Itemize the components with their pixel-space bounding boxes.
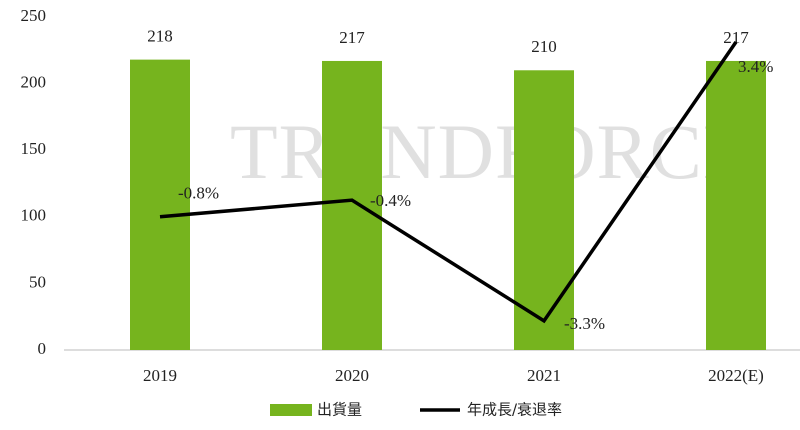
watermark: TRENDFORCE bbox=[230, 108, 751, 195]
legend-label: 出貨量 bbox=[317, 401, 362, 419]
line-value-label: -0.4% bbox=[370, 191, 411, 210]
line-value-label: -3.3% bbox=[564, 314, 605, 333]
bar bbox=[706, 60, 766, 351]
bar-value-label: 210 bbox=[531, 37, 557, 56]
bar-value-label: 217 bbox=[723, 28, 749, 47]
line-value-label: 3.4% bbox=[738, 57, 773, 76]
legend-swatch bbox=[270, 404, 312, 416]
x-tick-label: 2019 bbox=[143, 366, 177, 385]
bar bbox=[514, 70, 574, 350]
y-tick-label: 50 bbox=[29, 272, 46, 291]
y-tick-label: 150 bbox=[21, 139, 47, 158]
y-tick-label: 250 bbox=[21, 6, 47, 25]
line-value-label: -0.8% bbox=[178, 184, 219, 203]
line bbox=[159, 40, 738, 324]
x-tick-label: 2022(E) bbox=[708, 366, 764, 385]
bar-value-label: 218 bbox=[147, 27, 173, 46]
y-tick-label: 100 bbox=[21, 206, 47, 225]
y-tick-label: 200 bbox=[21, 73, 47, 92]
bar bbox=[130, 59, 190, 351]
bar-value-label: 217 bbox=[339, 28, 365, 47]
legend-label: 年成長/衰退率 bbox=[467, 401, 562, 419]
x-tick-label: 2021 bbox=[527, 366, 561, 385]
x-tick-label: 2020 bbox=[335, 366, 369, 385]
bar bbox=[322, 60, 382, 351]
y-tick-label: 0 bbox=[38, 339, 47, 358]
